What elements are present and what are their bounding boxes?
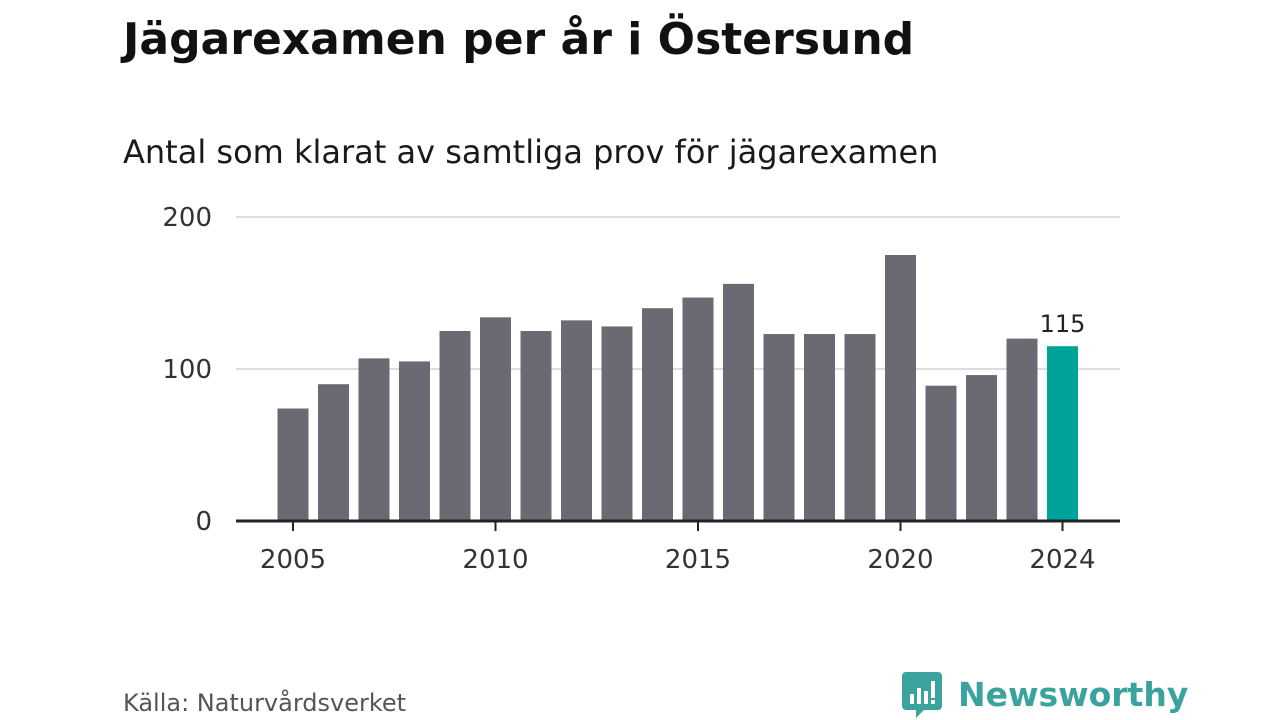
x-tick-label: 2020: [867, 545, 933, 575]
source-note: Källa: Naturvårdsverket: [123, 689, 407, 717]
bar-2023: [1006, 338, 1038, 521]
y-tick-label: 0: [195, 507, 212, 537]
bar-2010: [480, 317, 511, 521]
bar-2007: [358, 358, 390, 521]
bar-2009: [439, 331, 471, 521]
y-tick-label: 100: [162, 355, 212, 385]
bar-2015: [682, 297, 714, 521]
brand: Newsworthy: [902, 670, 1188, 720]
bar-2024: [1047, 346, 1078, 521]
bar-2018: [804, 334, 835, 521]
bar-2022: [966, 375, 997, 521]
bar-2011: [520, 331, 552, 521]
bar-2014: [642, 308, 673, 521]
bar-2021: [925, 385, 957, 521]
bar-2006: [318, 384, 349, 521]
bar-2017: [763, 334, 795, 521]
bar-2008: [399, 361, 430, 521]
x-tick-label: 2024: [1029, 545, 1095, 575]
bar-2013: [601, 326, 633, 521]
chart-subtitle: Antal som klarat av samtliga prov för jä…: [123, 133, 939, 171]
bar-2005: [277, 408, 309, 521]
bar-2012: [561, 320, 592, 521]
bar-2020: [885, 255, 916, 521]
chart-title: Jägarexamen per år i Östersund: [123, 14, 915, 65]
x-tick-label: 2010: [462, 545, 528, 575]
bar-2016: [723, 283, 754, 521]
x-tick-label: 2015: [665, 545, 731, 575]
bar-2019: [844, 334, 876, 521]
x-tick-label: 2005: [260, 545, 326, 575]
data-label: 115: [1040, 310, 1086, 338]
brand-name: Newsworthy: [958, 675, 1189, 714]
y-tick-label: 200: [162, 203, 212, 233]
newsworthy-logo-icon: [902, 672, 942, 718]
